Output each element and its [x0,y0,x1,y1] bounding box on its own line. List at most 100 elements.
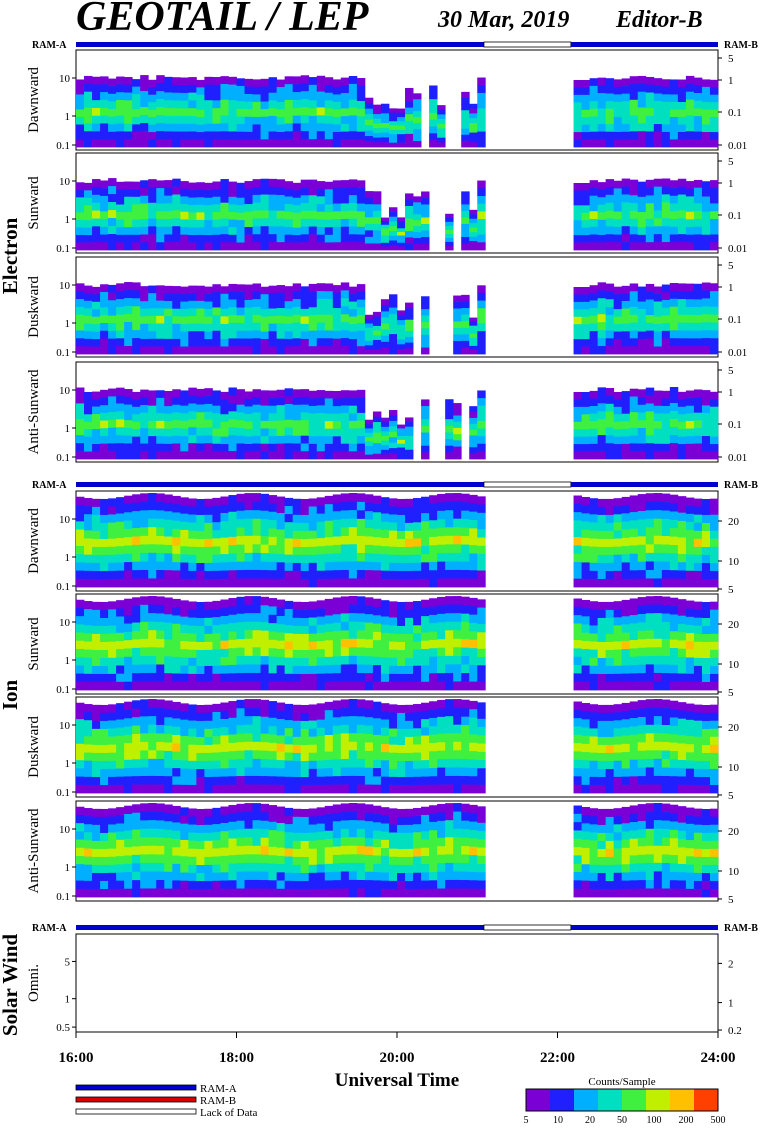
spectro-cell [332,101,342,110]
spectro-cell [356,443,366,452]
spectro-cell [605,108,615,117]
spectro-cell [260,178,270,188]
spectro-cell [701,338,711,347]
spectro-cell [84,649,93,659]
spectro-cell [581,768,591,778]
spectro-cell [388,437,398,444]
spectro-cell [124,314,133,323]
spectro-cell [685,616,695,626]
spectro-cell [397,428,406,433]
spectro-cell [252,79,261,88]
spectro-cell [148,428,157,437]
spectro-cell [469,441,478,448]
spectro-cell [204,562,213,572]
spectro-cell [332,226,342,235]
spectro-cell [92,768,101,778]
spectro-cell [324,84,334,94]
spectro-cell [244,758,253,768]
spectro-cell [268,398,278,407]
spectro-cell [84,285,93,294]
spectro-cell [268,767,278,777]
spectro-cell [84,848,93,857]
spectro-cell [413,665,422,675]
spectro-cell [445,221,454,227]
spectro-cell [405,426,414,432]
spectro-cell [228,204,237,213]
spectro-cell [244,413,253,422]
spectro-cell [260,420,270,429]
spectro-cell [108,202,117,211]
spectro-cell [709,139,719,148]
spectro-cell [445,724,454,734]
spectro-cell [268,420,278,429]
spectro-cell [116,529,125,539]
spectro-cell [212,92,221,101]
spectro-cell [268,84,278,94]
spectro-cell [469,623,478,632]
spectro-cell [204,736,213,746]
spectro-cell [453,427,462,435]
spectro-cell [709,704,719,714]
spectro-cell [132,444,141,452]
spectro-cell [685,405,695,414]
spectro-cell [693,218,703,228]
spectro-cell [284,388,294,397]
spectro-cell [372,784,382,794]
spectro-cell [348,115,358,124]
spectro-cell [292,205,302,214]
spectro-cell [605,633,615,643]
spectro-cell [709,180,719,189]
spectro-cell [709,124,719,133]
spectro-cell [348,75,358,85]
spectro-cell [116,888,125,898]
spectro-cell [108,808,117,817]
spectro-cell [421,665,430,674]
spectro-cell [236,846,245,856]
spectro-cell [397,221,406,226]
spectro-cell [380,323,390,331]
spectro-cell [284,562,294,572]
spectro-cell [196,682,205,691]
spectro-cell [212,711,221,721]
spectro-cell [196,124,205,133]
spectro-cell [621,752,631,761]
spectro-cell [188,131,197,140]
spectro-cell [637,536,647,546]
spectro-cell [637,725,647,735]
spectro-cell [76,562,85,571]
spectro-cell [164,631,173,640]
spectro-cell [292,665,302,675]
spectro-cell [204,744,213,754]
spectro-cell [669,139,679,148]
spectro-cell [300,107,310,116]
spectro-cell [693,673,703,683]
spectro-cell [324,776,334,786]
spectro-cell [685,115,695,124]
spectro-cell [308,546,318,556]
spectro-cell [701,666,711,675]
spectro-cell [669,614,679,624]
spectro-cell [148,630,157,640]
spectro-cell [284,411,294,421]
spectro-cell [581,242,591,251]
spectro-cell [613,131,623,140]
spectro-cell [92,194,101,204]
spectro-cell [340,638,350,648]
spectro-cell [140,188,149,197]
spectro-cell [445,707,454,717]
spectro-cell [164,519,173,529]
spectro-cell [132,131,141,140]
spectro-cell [677,578,687,588]
spectro-cell [645,123,655,132]
spectro-cell [260,767,270,777]
spectro-cell [84,83,93,93]
spectro-cell [292,720,302,730]
spectro-cell [116,703,125,712]
spectro-cell [148,413,157,422]
spectro-cell [84,91,93,101]
spectro-cell [469,656,478,666]
spectro-cell [268,511,278,521]
spectro-cell [573,718,582,727]
spectro-cell [180,398,189,407]
spectro-cell [148,405,157,414]
